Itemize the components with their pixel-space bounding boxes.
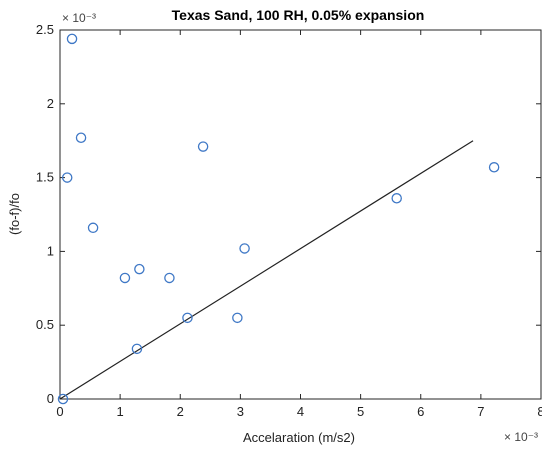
x-tick-label: 4 <box>297 404 304 419</box>
data-point <box>182 312 193 324</box>
chart-title: Texas Sand, 100 RH, 0.05% expansion <box>172 7 425 23</box>
data-points-layer <box>57 33 500 405</box>
x-tick-label: 6 <box>417 404 424 419</box>
data-point <box>164 272 175 284</box>
data-point <box>75 132 87 143</box>
x-tick-label: 8 <box>537 404 542 419</box>
plot-area <box>59 29 542 400</box>
y-axis-label: (fo-f)/fo <box>7 193 22 235</box>
data-point <box>232 312 243 324</box>
data-point <box>197 141 209 152</box>
y-axis-exponent-label: × 10⁻³ <box>62 11 96 25</box>
x-tick-label: 5 <box>357 404 364 419</box>
data-point <box>488 162 500 173</box>
data-point <box>66 33 78 45</box>
data-point <box>61 172 73 183</box>
data-point <box>57 393 69 405</box>
x-axis-label: Accelaration (m/s2) <box>243 430 355 445</box>
x-tick-label: 1 <box>117 404 124 419</box>
x-axis-ticks: 0 1 2 3 4 5 6 7 8 <box>56 30 542 419</box>
x-tick-label: 7 <box>477 404 484 419</box>
x-tick-label: 0 <box>56 404 63 419</box>
y-tick-label: 2 <box>47 96 54 111</box>
x-tick-label: 3 <box>237 404 244 419</box>
fit-line-layer <box>59 140 474 400</box>
fit-line <box>59 140 474 400</box>
data-point <box>119 272 131 284</box>
y-tick-label: 1.5 <box>36 170 54 185</box>
data-point <box>87 222 99 234</box>
data-point <box>134 263 145 275</box>
y-tick-label: 2.5 <box>36 22 54 37</box>
y-tick-label: 1 <box>47 243 54 258</box>
y-axis-ticks: 0 0.5 1 1.5 2 2.5 <box>36 22 541 406</box>
y-tick-label: 0 <box>47 391 54 406</box>
x-axis-exponent-label: × 10⁻³ <box>504 430 538 444</box>
y-tick-label: 0.5 <box>36 317 54 332</box>
data-point <box>131 343 143 355</box>
x-tick-label: 2 <box>177 404 184 419</box>
data-point <box>239 243 250 254</box>
data-point <box>391 193 402 204</box>
